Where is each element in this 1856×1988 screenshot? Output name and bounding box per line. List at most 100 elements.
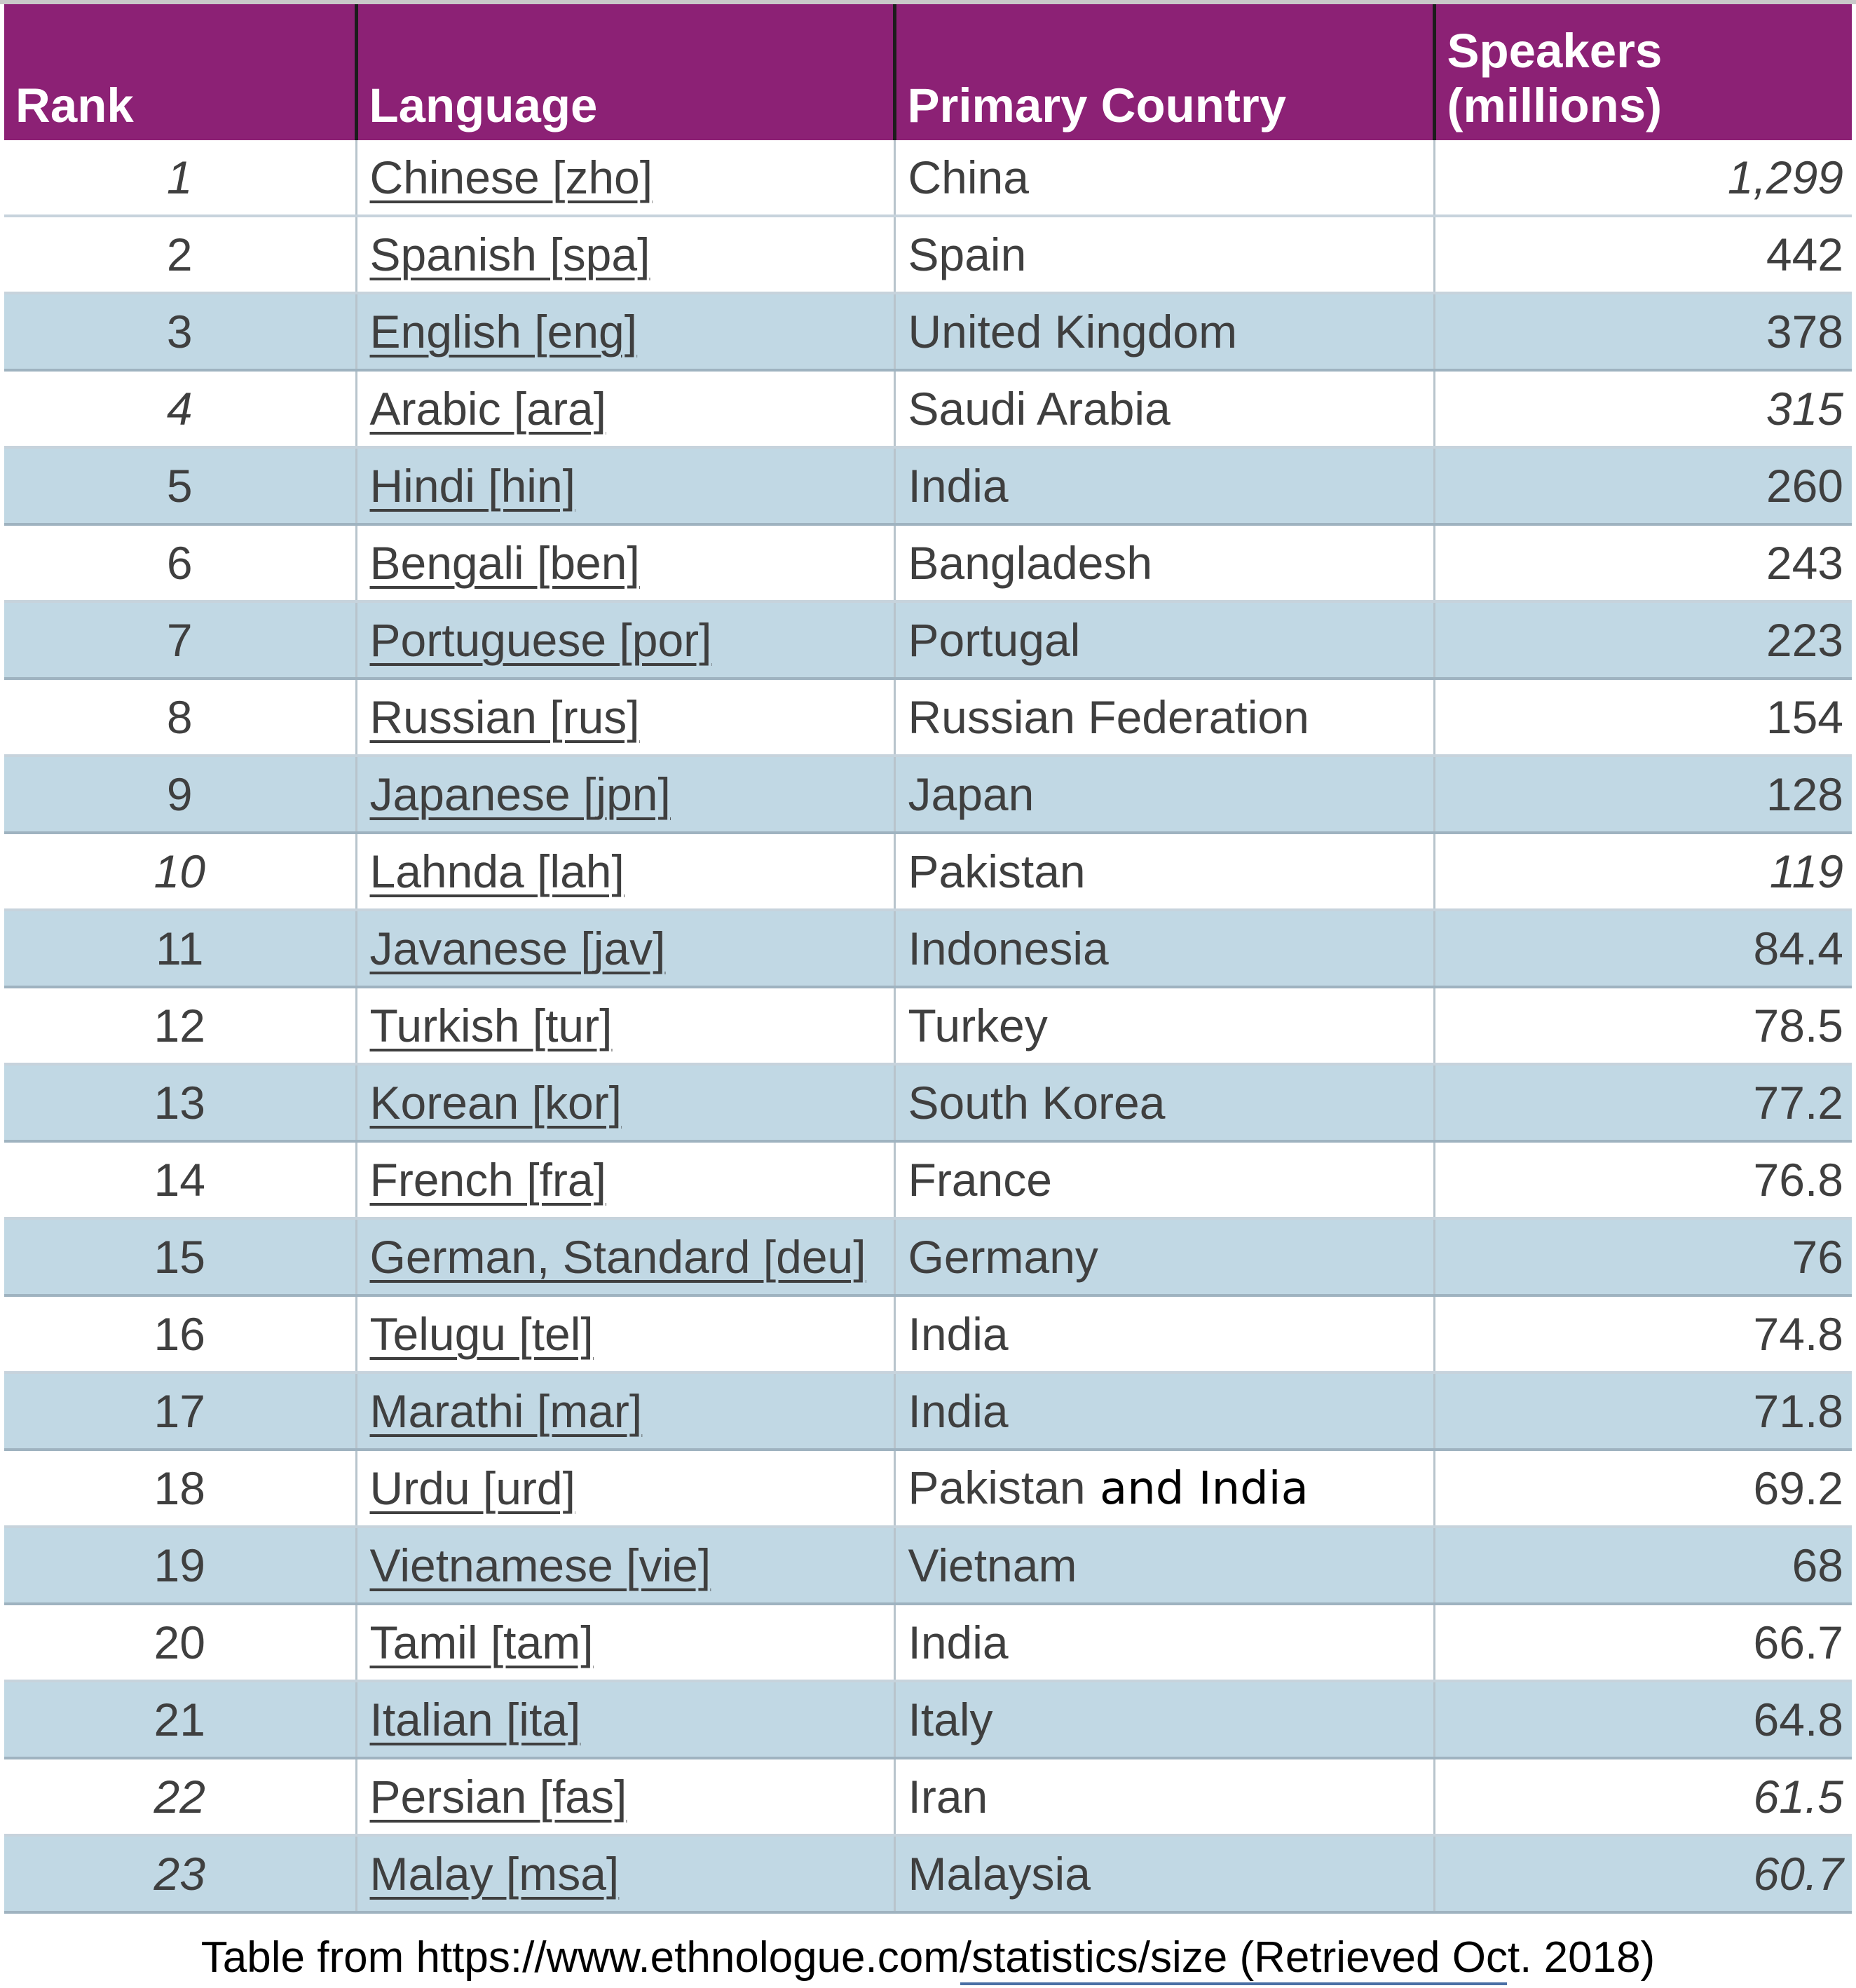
- country-name: Pakistan: [908, 1462, 1086, 1513]
- cell-rank: 2: [4, 216, 356, 294]
- cell-primary-country: South Korea: [893, 1064, 1434, 1143]
- cell-language-link[interactable]: Italian [ita]: [355, 1681, 894, 1759]
- table-row: 9 Japanese [jpn] Japan 128: [4, 756, 1852, 834]
- cell-rank: 7: [4, 601, 356, 680]
- header-speakers-label: Speakers (millions): [1447, 24, 1663, 132]
- table-row: 19 Vietnamese [vie] Vietnam 68: [4, 1527, 1852, 1605]
- country-name: Saudi Arabia: [908, 383, 1171, 435]
- cell-language-link[interactable]: Turkish [tur]: [355, 987, 894, 1066]
- header-primary-country[interactable]: Primary Country: [892, 4, 1434, 140]
- cell-language-link[interactable]: Spanish [spa]: [355, 216, 894, 294]
- cell-speakers: 260: [1433, 447, 1852, 526]
- cell-rank: 11: [4, 910, 356, 988]
- languages-table: Rank Language Primary Country Speakers (m…: [4, 4, 1852, 1914]
- country-name: India: [908, 1616, 1009, 1668]
- cell-speakers: 1,299: [1433, 139, 1852, 217]
- cell-speakers: 66.7: [1433, 1604, 1852, 1682]
- cell-speakers: 315: [1433, 370, 1852, 449]
- cell-language-link[interactable]: Persian [fas]: [355, 1758, 894, 1837]
- cell-language-link[interactable]: English [eng]: [355, 293, 894, 372]
- cell-rank: 14: [4, 1141, 356, 1220]
- cell-speakers: 71.8: [1433, 1373, 1852, 1451]
- cell-speakers: 61.5: [1433, 1758, 1852, 1837]
- cell-language-link[interactable]: Hindi [hin]: [355, 447, 894, 526]
- cell-language-link[interactable]: Portuguese [por]: [355, 601, 894, 680]
- cell-rank: 21: [4, 1681, 356, 1759]
- country-name: Russian Federation: [908, 691, 1309, 743]
- cell-rank: 5: [4, 447, 356, 526]
- cell-language-link[interactable]: Vietnamese [vie]: [355, 1527, 894, 1605]
- cell-rank: 22: [4, 1758, 356, 1837]
- cell-speakers: 76: [1433, 1218, 1852, 1297]
- country-name: Pakistan: [908, 845, 1086, 897]
- table-row: 11 Javanese [jav] Indonesia 84.4: [4, 910, 1852, 988]
- country-name: Malaysia: [908, 1848, 1091, 1900]
- country-name: Japan: [908, 768, 1035, 820]
- cell-speakers: 74.8: [1433, 1295, 1852, 1374]
- country-name: Italy: [908, 1694, 993, 1745]
- cell-rank: 13: [4, 1064, 356, 1143]
- cell-speakers: 69.2: [1433, 1450, 1852, 1528]
- country-name: South Korea: [908, 1077, 1166, 1129]
- table-row: 6 Bengali [ben] Bangladesh 243: [4, 524, 1852, 603]
- cell-rank: 23: [4, 1835, 356, 1914]
- cell-language-link[interactable]: German, Standard [deu]: [355, 1218, 894, 1297]
- table-row: 5 Hindi [hin] India 260: [4, 447, 1852, 526]
- cell-primary-country: France: [893, 1141, 1434, 1220]
- table-row: 13 Korean [kor] South Korea 77.2: [4, 1064, 1852, 1143]
- cell-speakers: 378: [1433, 293, 1852, 372]
- table-row: 8 Russian [rus] Russian Federation 154: [4, 679, 1852, 757]
- cell-speakers: 76.8: [1433, 1141, 1852, 1220]
- country-name: Spain: [908, 229, 1027, 280]
- cell-speakers: 223: [1433, 601, 1852, 680]
- table-row: 17 Marathi [mar] India 71.8: [4, 1373, 1852, 1451]
- table-row: 10 Lahnda [lah] Pakistan 119: [4, 833, 1852, 911]
- cell-primary-country: Germany: [893, 1218, 1434, 1297]
- table-row: 22 Persian [fas] Iran 61.5: [4, 1758, 1852, 1837]
- country-name: Iran: [908, 1771, 988, 1823]
- cell-language-link[interactable]: Lahnda [lah]: [355, 833, 894, 911]
- country-name: Vietnam: [908, 1539, 1077, 1591]
- country-name: India: [908, 1308, 1009, 1360]
- cell-rank: 8: [4, 679, 356, 757]
- cell-primary-country: India: [893, 1295, 1434, 1374]
- cell-language-link[interactable]: Arabic [ara]: [355, 370, 894, 449]
- top-divider: [0, 0, 1856, 4]
- cell-primary-country: Japan: [893, 756, 1434, 834]
- cell-language-link[interactable]: Telugu [tel]: [355, 1295, 894, 1374]
- table-header-row: Rank Language Primary Country Speakers (m…: [4, 4, 1852, 140]
- cell-language-link[interactable]: Russian [rus]: [355, 679, 894, 757]
- cell-language-link[interactable]: Malay [msa]: [355, 1835, 894, 1914]
- cell-rank: 17: [4, 1373, 356, 1451]
- cell-primary-country: Italy: [893, 1681, 1434, 1759]
- cell-language-link[interactable]: Tamil [tam]: [355, 1604, 894, 1682]
- cell-language-link[interactable]: Chinese [zho]: [355, 139, 894, 217]
- cell-language-link[interactable]: Marathi [mar]: [355, 1373, 894, 1451]
- cell-language-link[interactable]: French [fra]: [355, 1141, 894, 1220]
- table-row: 2 Spanish [spa] Spain 442: [4, 216, 1852, 294]
- cell-primary-country: Indonesia: [893, 910, 1434, 988]
- cell-language-link[interactable]: Japanese [jpn]: [355, 756, 894, 834]
- table-row: 20 Tamil [tam] India 66.7: [4, 1604, 1852, 1682]
- header-rank[interactable]: Rank: [4, 4, 356, 140]
- cell-language-link[interactable]: Bengali [ben]: [355, 524, 894, 603]
- header-language[interactable]: Language: [354, 4, 894, 140]
- cell-speakers: 442: [1433, 216, 1852, 294]
- header-speakers[interactable]: Speakers (millions): [1432, 4, 1852, 140]
- cell-rank: 1: [4, 139, 356, 217]
- cell-language-link[interactable]: Javanese [jav]: [355, 910, 894, 988]
- cell-speakers: 154: [1433, 679, 1852, 757]
- cell-primary-country: Saudi Arabia: [893, 370, 1434, 449]
- cell-rank: 18: [4, 1450, 356, 1528]
- cell-primary-country: India: [893, 447, 1434, 526]
- cell-primary-country: United Kingdom: [893, 293, 1434, 372]
- cell-speakers: 77.2: [1433, 1064, 1852, 1143]
- cell-primary-country: Pakistan and India: [893, 1450, 1434, 1528]
- cell-language-link[interactable]: Korean [kor]: [355, 1064, 894, 1143]
- cell-speakers: 119: [1433, 833, 1852, 911]
- cell-rank: 6: [4, 524, 356, 603]
- cell-speakers: 64.8: [1433, 1681, 1852, 1759]
- cell-language-link[interactable]: Urdu [urd]: [355, 1450, 894, 1528]
- country-name: France: [908, 1154, 1052, 1206]
